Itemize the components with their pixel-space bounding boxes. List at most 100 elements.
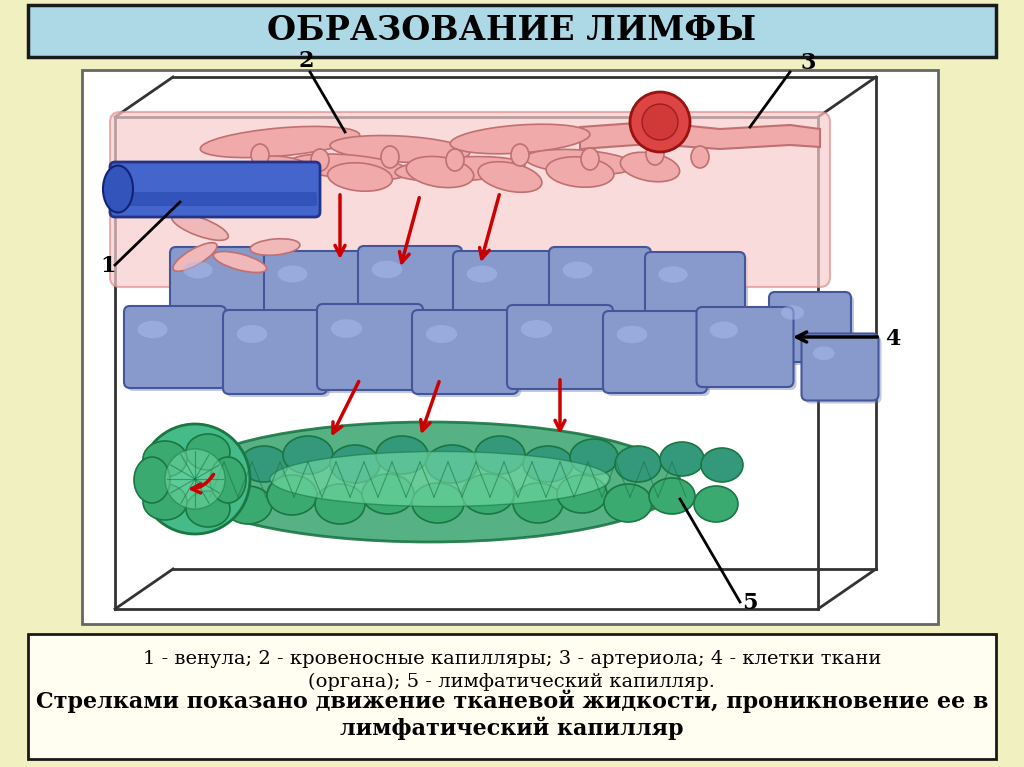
Ellipse shape bbox=[546, 156, 614, 187]
FancyBboxPatch shape bbox=[128, 192, 317, 206]
Ellipse shape bbox=[395, 156, 525, 182]
FancyBboxPatch shape bbox=[805, 337, 882, 403]
Ellipse shape bbox=[331, 319, 362, 337]
Ellipse shape bbox=[451, 124, 590, 154]
Ellipse shape bbox=[649, 478, 695, 514]
Ellipse shape bbox=[315, 484, 365, 524]
Ellipse shape bbox=[362, 474, 414, 514]
FancyBboxPatch shape bbox=[606, 314, 710, 396]
FancyBboxPatch shape bbox=[82, 70, 938, 624]
Ellipse shape bbox=[462, 474, 514, 514]
FancyBboxPatch shape bbox=[415, 313, 521, 397]
Circle shape bbox=[630, 92, 690, 152]
FancyBboxPatch shape bbox=[170, 247, 270, 327]
FancyBboxPatch shape bbox=[696, 307, 794, 387]
Ellipse shape bbox=[328, 163, 392, 191]
Ellipse shape bbox=[691, 146, 709, 168]
Circle shape bbox=[642, 104, 678, 140]
Ellipse shape bbox=[781, 305, 804, 320]
Ellipse shape bbox=[412, 483, 464, 523]
Ellipse shape bbox=[513, 483, 563, 523]
FancyBboxPatch shape bbox=[453, 251, 557, 331]
Ellipse shape bbox=[615, 446, 662, 482]
Ellipse shape bbox=[180, 422, 680, 542]
Ellipse shape bbox=[165, 449, 225, 509]
Ellipse shape bbox=[173, 242, 217, 272]
FancyBboxPatch shape bbox=[412, 310, 518, 394]
Ellipse shape bbox=[134, 457, 170, 503]
Ellipse shape bbox=[172, 214, 228, 240]
Ellipse shape bbox=[183, 262, 213, 278]
FancyBboxPatch shape bbox=[769, 292, 851, 362]
FancyArrowPatch shape bbox=[191, 474, 214, 493]
Ellipse shape bbox=[381, 146, 399, 168]
Ellipse shape bbox=[197, 439, 243, 475]
Ellipse shape bbox=[240, 446, 288, 482]
FancyBboxPatch shape bbox=[173, 250, 273, 330]
Ellipse shape bbox=[658, 266, 688, 283]
Ellipse shape bbox=[570, 439, 618, 475]
Ellipse shape bbox=[581, 148, 599, 170]
FancyBboxPatch shape bbox=[267, 254, 369, 334]
Ellipse shape bbox=[525, 150, 635, 175]
FancyBboxPatch shape bbox=[699, 310, 797, 390]
Ellipse shape bbox=[330, 136, 470, 163]
Ellipse shape bbox=[467, 265, 498, 282]
Ellipse shape bbox=[701, 448, 743, 482]
Ellipse shape bbox=[186, 434, 230, 470]
Ellipse shape bbox=[426, 325, 457, 343]
Ellipse shape bbox=[521, 320, 552, 338]
Ellipse shape bbox=[372, 261, 402, 278]
Text: 4: 4 bbox=[885, 328, 900, 350]
Ellipse shape bbox=[446, 149, 464, 171]
Text: 1 - венула; 2 - кровеносные капилляры; 3 - артериола; 4 - клетки ткани: 1 - венула; 2 - кровеносные капилляры; 3… bbox=[142, 650, 882, 668]
FancyBboxPatch shape bbox=[361, 249, 465, 331]
Ellipse shape bbox=[251, 156, 319, 188]
FancyBboxPatch shape bbox=[317, 304, 423, 390]
Ellipse shape bbox=[407, 156, 474, 188]
FancyArrowPatch shape bbox=[555, 380, 565, 430]
Ellipse shape bbox=[140, 424, 250, 534]
Text: 5: 5 bbox=[742, 592, 758, 614]
FancyBboxPatch shape bbox=[507, 305, 613, 389]
FancyBboxPatch shape bbox=[223, 310, 327, 394]
Ellipse shape bbox=[557, 475, 607, 513]
Text: 1: 1 bbox=[100, 255, 116, 277]
Text: 2: 2 bbox=[298, 50, 313, 72]
Ellipse shape bbox=[290, 154, 410, 180]
Ellipse shape bbox=[478, 162, 542, 193]
FancyBboxPatch shape bbox=[549, 247, 651, 327]
Ellipse shape bbox=[621, 153, 680, 182]
Ellipse shape bbox=[224, 486, 272, 524]
Ellipse shape bbox=[237, 325, 267, 343]
FancyBboxPatch shape bbox=[28, 5, 996, 57]
Ellipse shape bbox=[646, 143, 664, 165]
FancyBboxPatch shape bbox=[603, 311, 707, 393]
Ellipse shape bbox=[103, 166, 133, 212]
FancyBboxPatch shape bbox=[124, 306, 226, 388]
Text: Стрелками показано движение тканевой жидкости, проникновение ее в
лимфатический : Стрелками показано движение тканевой жид… bbox=[36, 690, 988, 740]
Ellipse shape bbox=[190, 180, 269, 204]
Ellipse shape bbox=[283, 436, 333, 474]
Ellipse shape bbox=[562, 262, 593, 278]
FancyArrowPatch shape bbox=[333, 381, 358, 433]
Polygon shape bbox=[580, 122, 820, 149]
Text: (органа); 5 - лимфатический капилляр.: (органа); 5 - лимфатический капилляр. bbox=[308, 673, 716, 691]
FancyBboxPatch shape bbox=[552, 250, 654, 330]
FancyBboxPatch shape bbox=[358, 246, 462, 328]
Ellipse shape bbox=[278, 265, 307, 282]
Ellipse shape bbox=[523, 446, 573, 482]
Ellipse shape bbox=[213, 252, 266, 272]
Ellipse shape bbox=[511, 144, 529, 166]
FancyBboxPatch shape bbox=[226, 313, 330, 397]
FancyBboxPatch shape bbox=[110, 112, 830, 287]
FancyBboxPatch shape bbox=[645, 252, 745, 330]
FancyBboxPatch shape bbox=[802, 334, 879, 400]
FancyArrowPatch shape bbox=[399, 198, 419, 262]
Ellipse shape bbox=[210, 457, 246, 503]
Ellipse shape bbox=[250, 239, 300, 255]
Ellipse shape bbox=[813, 347, 835, 360]
FancyBboxPatch shape bbox=[648, 255, 748, 333]
Ellipse shape bbox=[376, 436, 428, 474]
Ellipse shape bbox=[616, 326, 647, 344]
